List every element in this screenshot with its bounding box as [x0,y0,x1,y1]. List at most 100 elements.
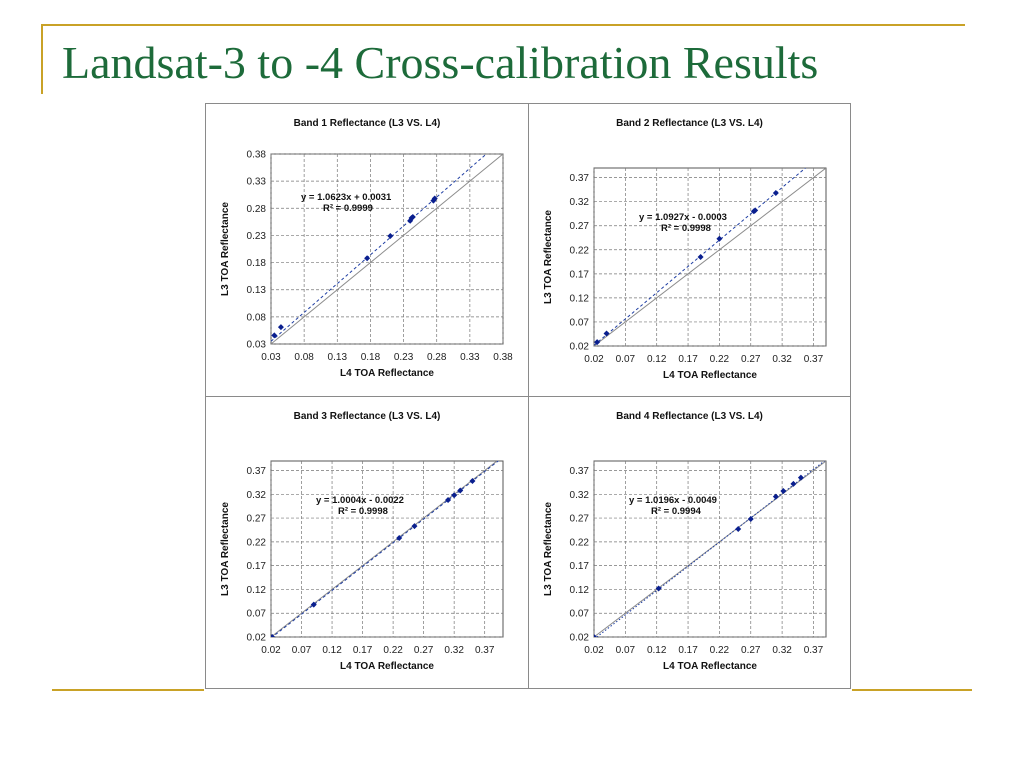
x-axis-title: L4 TOA Reflectance [663,370,757,381]
trend-line [271,154,488,342]
y-tick-label: 0.38 [247,150,267,161]
y-tick-label: 0.02 [247,633,267,644]
chart-grid-panel: Band 1 Reflectance (L3 VS. L4) 0.03 0.08 0.… [205,103,851,689]
data-point [594,339,601,346]
y-axis-title: L3 TOA Reflectance [543,502,554,596]
trend-line [594,168,807,346]
slide-title: Landsat-3 to -4 Cross-calibration Result… [62,37,819,88]
data-point [697,254,704,260]
title-bracket-vertical [41,24,43,94]
x-tick-label: 0.12 [322,645,342,656]
x-tick-label: 0.23 [394,352,414,363]
x-axis-title: L4 TOA Reflectance [340,661,434,672]
data-point [752,207,759,214]
trendline-equation: y = 1.0623x + 0.0031 [301,192,392,203]
x-tick-label: 0.08 [294,352,314,363]
y-tick-label: 0.33 [247,177,267,188]
data-point [457,487,464,494]
x-tick-label: 0.03 [261,352,281,363]
data-point [780,487,787,494]
x-tick-label: 0.32 [772,354,792,365]
y-tick-label: 0.32 [247,490,267,501]
reference-line [594,461,826,637]
scatter-chart-band-1: Band 1 Reflectance (L3 VS. L4) 0.03 0.08 0.… [220,118,513,379]
x-tick-label: 0.02 [584,354,604,365]
data-point [277,324,284,331]
y-tick-label: 0.27 [570,221,590,232]
data-point [396,535,403,542]
x-axis-title: L4 TOA Reflectance [340,368,434,379]
r-squared-label: R² = 0.9994 [651,506,702,517]
x-tick-label: 0.37 [804,354,824,365]
data-point [445,497,452,504]
y-tick-label: 0.27 [570,514,590,525]
panel-separator-horizontal [206,396,850,397]
x-tick-label: 0.27 [741,354,761,365]
bottom-rule-left [52,689,204,691]
x-tick-label: 0.17 [678,354,698,365]
x-tick-label: 0.37 [804,645,824,656]
reference-line [271,461,498,637]
y-tick-label: 0.17 [570,269,590,280]
data-point [271,332,278,339]
y-tick-label: 0.13 [247,285,267,296]
data-point [469,477,476,484]
y-tick-label: 0.02 [570,342,590,353]
data-point [387,232,394,239]
data-point [409,213,416,220]
y-tick-label: 0.32 [570,490,590,501]
x-tick-label: 0.37 [475,645,495,656]
y-tick-label: 0.02 [570,633,590,644]
x-tick-label: 0.02 [261,645,281,656]
y-tick-label: 0.22 [570,537,590,548]
trendline-equation: y = 1.0004x - 0.0022 [316,495,404,506]
reference-line [271,154,503,344]
y-tick-label: 0.28 [247,204,267,215]
y-tick-label: 0.32 [570,197,590,208]
trendline-equation: y = 1.0927x - 0.0003 [639,212,727,223]
data-point [716,235,723,242]
y-tick-label: 0.07 [247,609,267,620]
scatter-chart-band-2: Band 2 Reflectance (L3 VS. L4) 0.02 0.07 0.… [543,118,827,381]
data-point [655,585,662,592]
x-tick-label: 0.07 [292,645,312,656]
scatter-chart-band-3: Band 3 Reflectance (L3 VS. L4) 0.02 0.07 0.… [220,411,504,672]
data-point [271,634,276,637]
y-tick-label: 0.23 [247,231,267,242]
y-tick-label: 0.22 [570,245,590,256]
x-tick-label: 0.22 [710,645,730,656]
bottom-rule-right [852,689,972,691]
x-tick-label: 0.07 [616,354,636,365]
r-squared-label: R² = 0.9998 [661,223,711,234]
x-tick-label: 0.12 [647,645,667,656]
x-tick-label: 0.07 [616,645,636,656]
y-tick-label: 0.22 [247,537,267,548]
title-bracket-horizontal [41,24,965,26]
data-point [772,190,779,197]
data-point [364,255,371,262]
x-tick-label: 0.13 [328,352,348,363]
x-tick-label: 0.22 [383,645,403,656]
chart-title: Band 4 Reflectance (L3 VS. L4) [616,411,763,422]
x-tick-label: 0.17 [353,645,373,656]
y-tick-label: 0.12 [570,293,590,304]
data-point [747,516,754,523]
data-point [603,330,610,337]
y-axis-title: L3 TOA Reflectance [220,502,231,596]
x-tick-label: 0.02 [584,645,604,656]
x-axis-title: L4 TOA Reflectance [663,661,757,672]
scatter-chart-band-4: Band 4 Reflectance (L3 VS. L4) 0.02 0.07 0.… [543,411,827,672]
x-tick-label: 0.28 [427,352,447,363]
data-point [594,634,597,637]
x-tick-label: 0.32 [444,645,464,656]
y-tick-label: 0.17 [247,561,267,572]
x-tick-label: 0.38 [493,352,513,363]
data-point [735,526,742,533]
data-point [797,474,804,481]
data-point [407,217,414,224]
data-point [431,195,438,202]
x-tick-label: 0.22 [710,354,730,365]
r-squared-label: R² = 0.9999 [323,203,373,214]
y-tick-label: 0.07 [570,609,590,620]
x-tick-label: 0.33 [460,352,480,363]
